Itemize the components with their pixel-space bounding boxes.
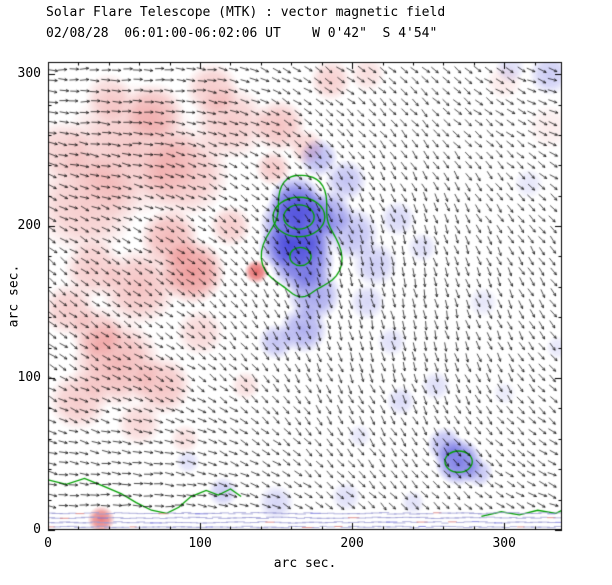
chart-title: Solar Flare Telescope (MTK) : vector mag… [46,5,446,20]
x-axis-label: arc sec. [273,556,337,571]
x-tick-label: 0 [44,536,52,551]
chart-subtitle: 02/08/28 06:01:00-06:02:06 UT W 0'42" S … [46,26,438,41]
y-tick-label: 0 [33,522,41,537]
x-tick-label: 300 [492,536,516,551]
y-tick-label: 100 [17,370,41,386]
y-tick-label: 200 [17,218,41,234]
x-tick-label: 100 [188,536,212,551]
y-axis-label: arc sec. [6,264,22,328]
y-tick-label: 300 [17,66,41,82]
x-tick-label: 200 [340,536,364,551]
